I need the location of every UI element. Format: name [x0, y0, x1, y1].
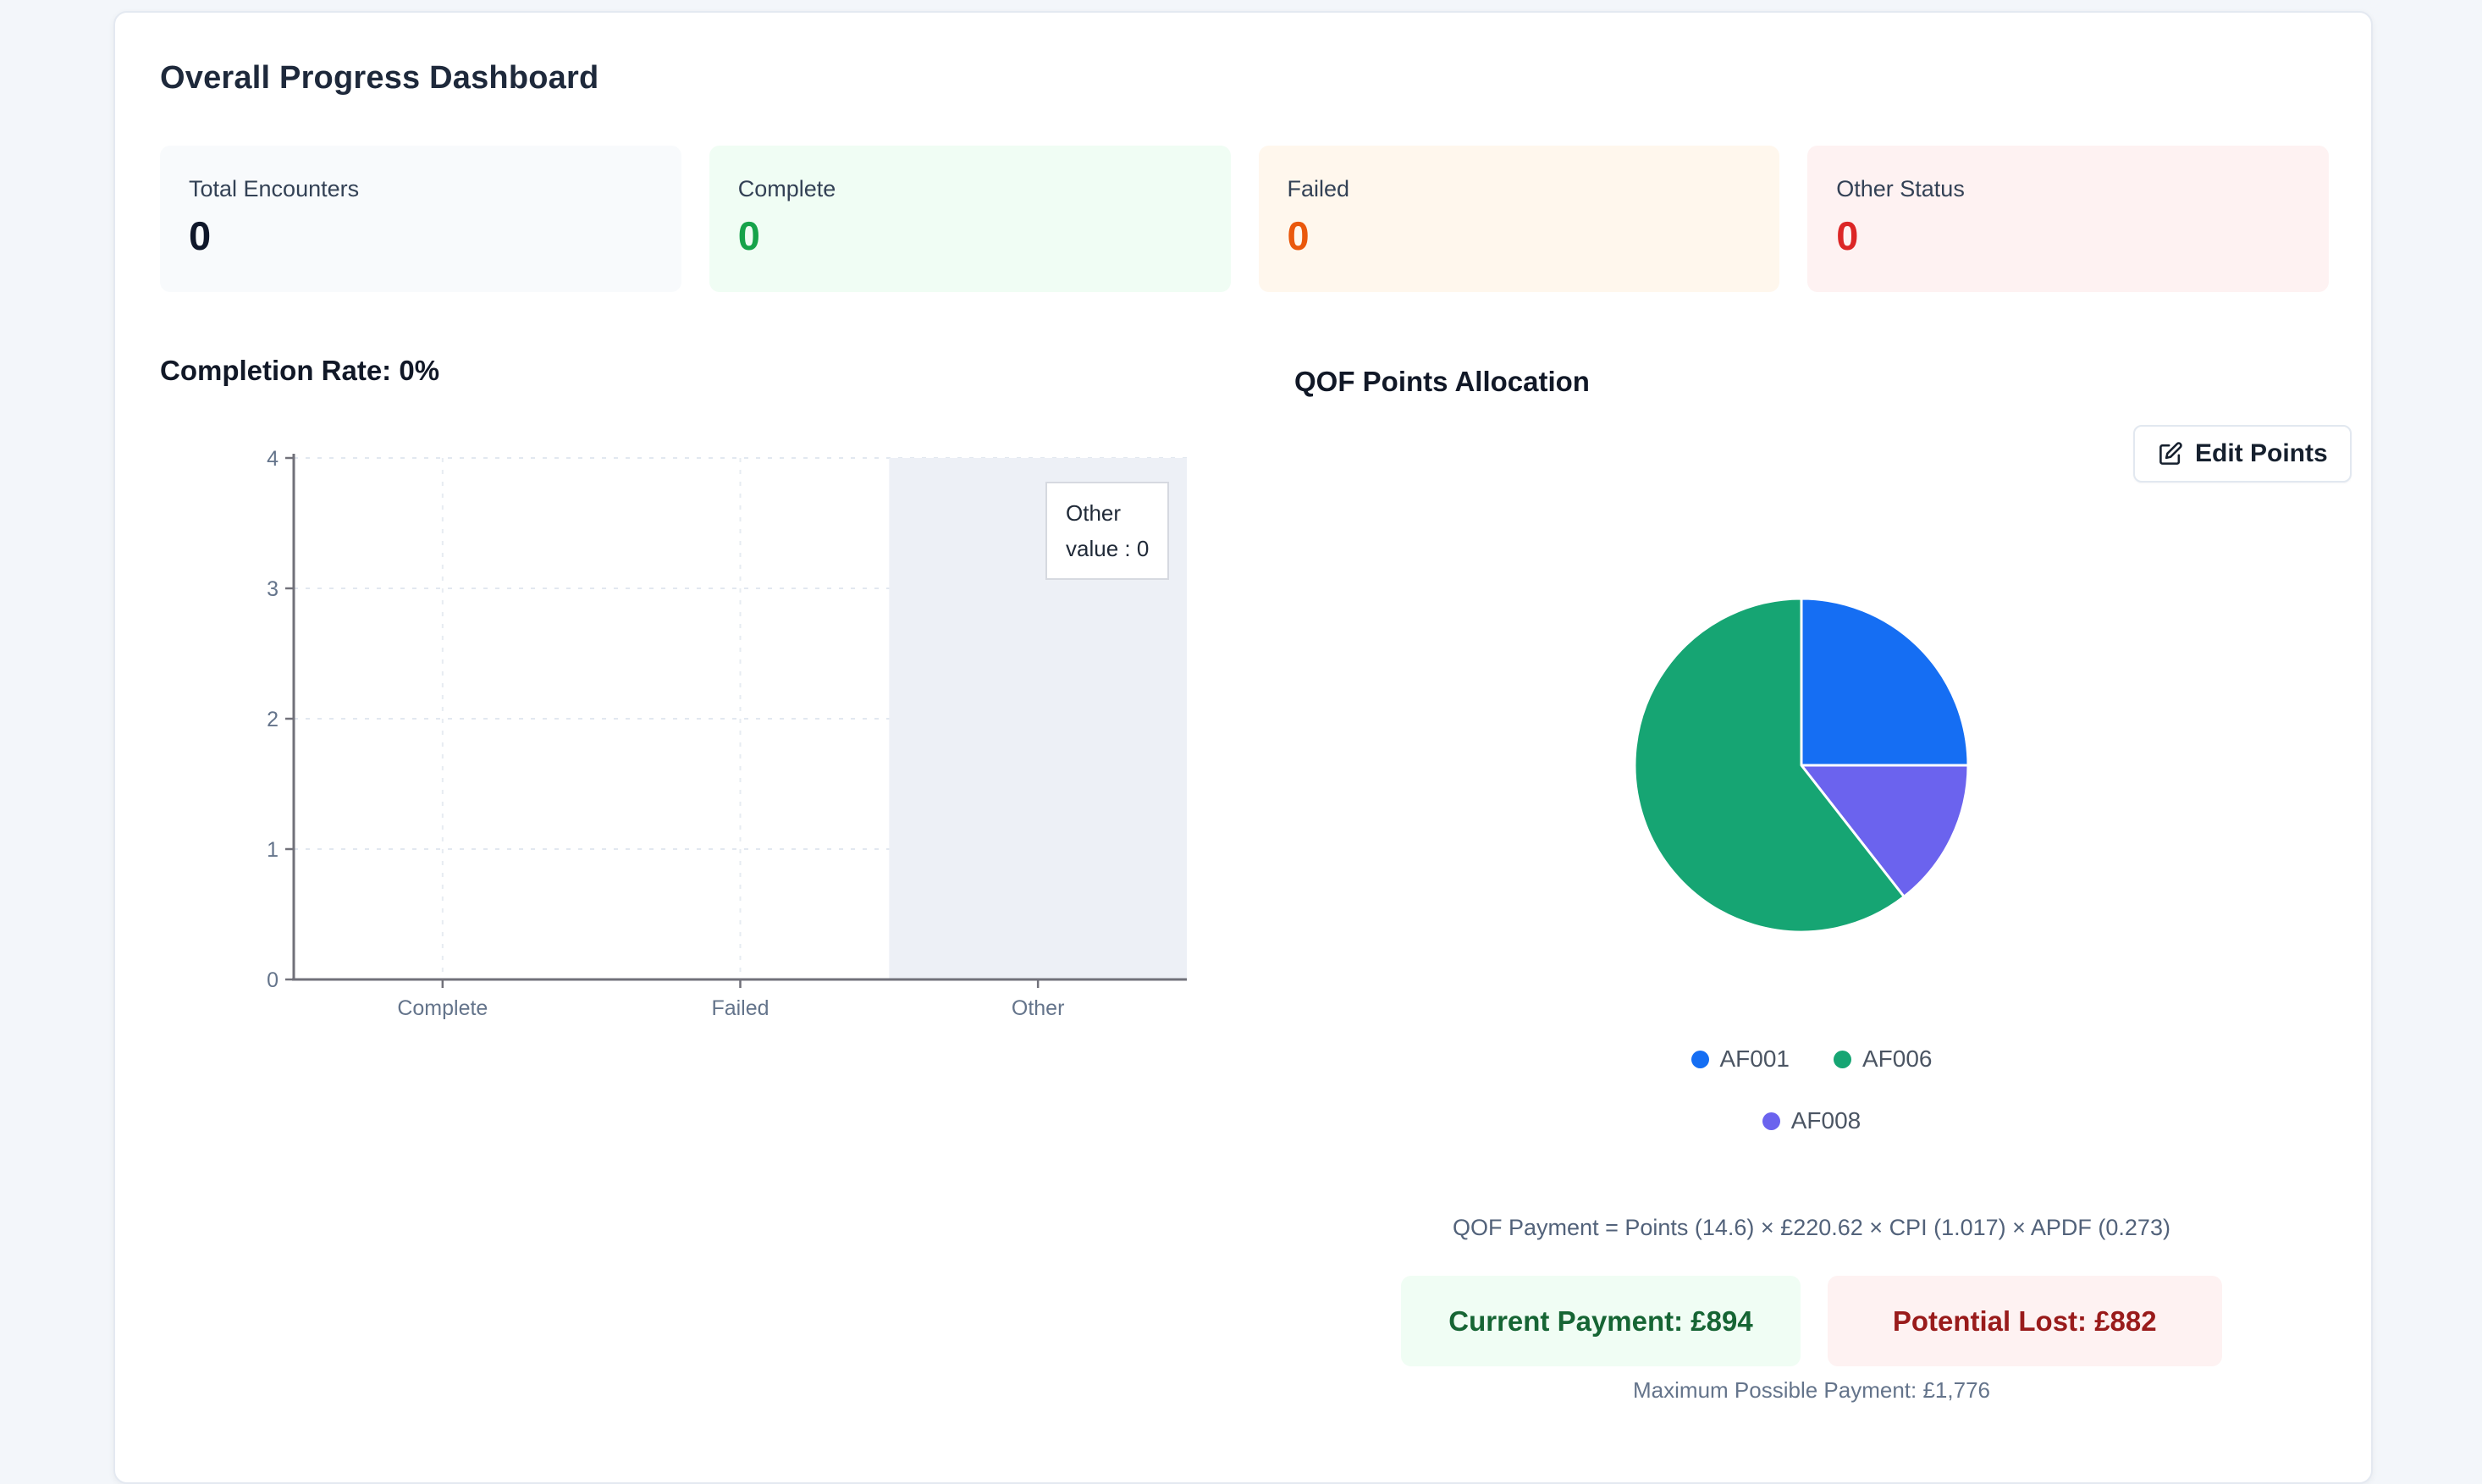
- stat-cards-row: Total Encounters 0 Complete 0 Failed 0 O…: [160, 146, 2329, 292]
- payment-summary-row: Current Payment: £894 Potential Lost: £8…: [1294, 1276, 2329, 1366]
- pie-slice-af001[interactable]: [1800, 597, 1970, 767]
- edit-pen-square-icon: [2159, 441, 2182, 465]
- stat-value: 0: [1287, 213, 1310, 258]
- svg-text:4: 4: [267, 447, 279, 471]
- stat-card-complete: Complete 0: [709, 146, 1231, 292]
- chart-tooltip-value: value : 0: [1066, 536, 1150, 561]
- dashboard-page: { "header": { "title": "Overall Progress…: [113, 11, 2373, 1484]
- max-possible-payment-text: Maximum Possible Payment: £1,776: [1633, 1377, 1990, 1403]
- current-payment-box: Current Payment: £894: [1401, 1276, 1801, 1366]
- svg-text:2: 2: [267, 708, 279, 731]
- stat-card-failed: Failed 0: [1258, 146, 1780, 292]
- stat-value: 0: [737, 213, 760, 258]
- pie-legend-row-2: AF008: [1294, 1101, 2329, 1141]
- stat-label: Complete: [737, 176, 836, 201]
- chart-tooltip-title: Other: [1066, 500, 1122, 526]
- svg-text:Other: Other: [1012, 996, 1065, 1020]
- svg-text:Failed: Failed: [711, 996, 769, 1020]
- stat-value: 0: [1836, 213, 1859, 258]
- stat-card-total-encounters: Total Encounters 0: [160, 146, 681, 292]
- edit-points-button[interactable]: Edit Points: [2133, 425, 2352, 483]
- legend-label: AF008: [1790, 1107, 1862, 1134]
- chart-tooltip: Other value : 0: [1045, 482, 1170, 580]
- potential-lost-box: Potential Lost: £882: [1827, 1276, 2222, 1366]
- legend-label: AF006: [1862, 1045, 1933, 1072]
- qof-pie-chart[interactable]: [1632, 596, 1971, 935]
- qof-payment-formula: QOF Payment = Points (14.6) × £220.62 × …: [1453, 1215, 2170, 1240]
- pie-legend: AF001 AF006 AF008: [1294, 1039, 2329, 1162]
- svg-text:0: 0: [267, 968, 279, 992]
- stat-value: 0: [189, 213, 212, 258]
- page-title: Overall Progress Dashboard: [160, 60, 599, 96]
- stat-label: Total Encounters: [189, 176, 360, 201]
- edit-points-label: Edit Points: [2195, 439, 2328, 467]
- svg-text:3: 3: [267, 577, 279, 601]
- legend-label: AF001: [1719, 1045, 1790, 1072]
- pie-legend-row-1: AF001 AF006: [1294, 1039, 2329, 1079]
- legend-dot-af008: [1762, 1112, 1780, 1130]
- svg-text:1: 1: [267, 838, 279, 862]
- stat-label: Other Status: [1836, 176, 1965, 201]
- legend-item-af008: AF008: [1762, 1107, 1862, 1134]
- qof-points-heading: QOF Points Allocation: [1294, 366, 1590, 397]
- pie-slice-af006[interactable]: [1633, 597, 1906, 934]
- pie-slice-af008[interactable]: [1800, 764, 1970, 898]
- dashboard-panel: Overall Progress Dashboard Total Encount…: [113, 11, 2373, 1484]
- stat-card-other-status: Other Status 0: [1807, 146, 2329, 292]
- stat-label: Failed: [1287, 176, 1350, 201]
- completion-rate-heading: Completion Rate: 0%: [160, 355, 440, 386]
- legend-item-af001: AF001: [1691, 1045, 1790, 1073]
- svg-text:Complete: Complete: [397, 996, 488, 1020]
- legend-dot-af006: [1834, 1050, 1851, 1068]
- legend-dot-af001: [1691, 1050, 1709, 1068]
- legend-item-af006: AF006: [1834, 1045, 1933, 1073]
